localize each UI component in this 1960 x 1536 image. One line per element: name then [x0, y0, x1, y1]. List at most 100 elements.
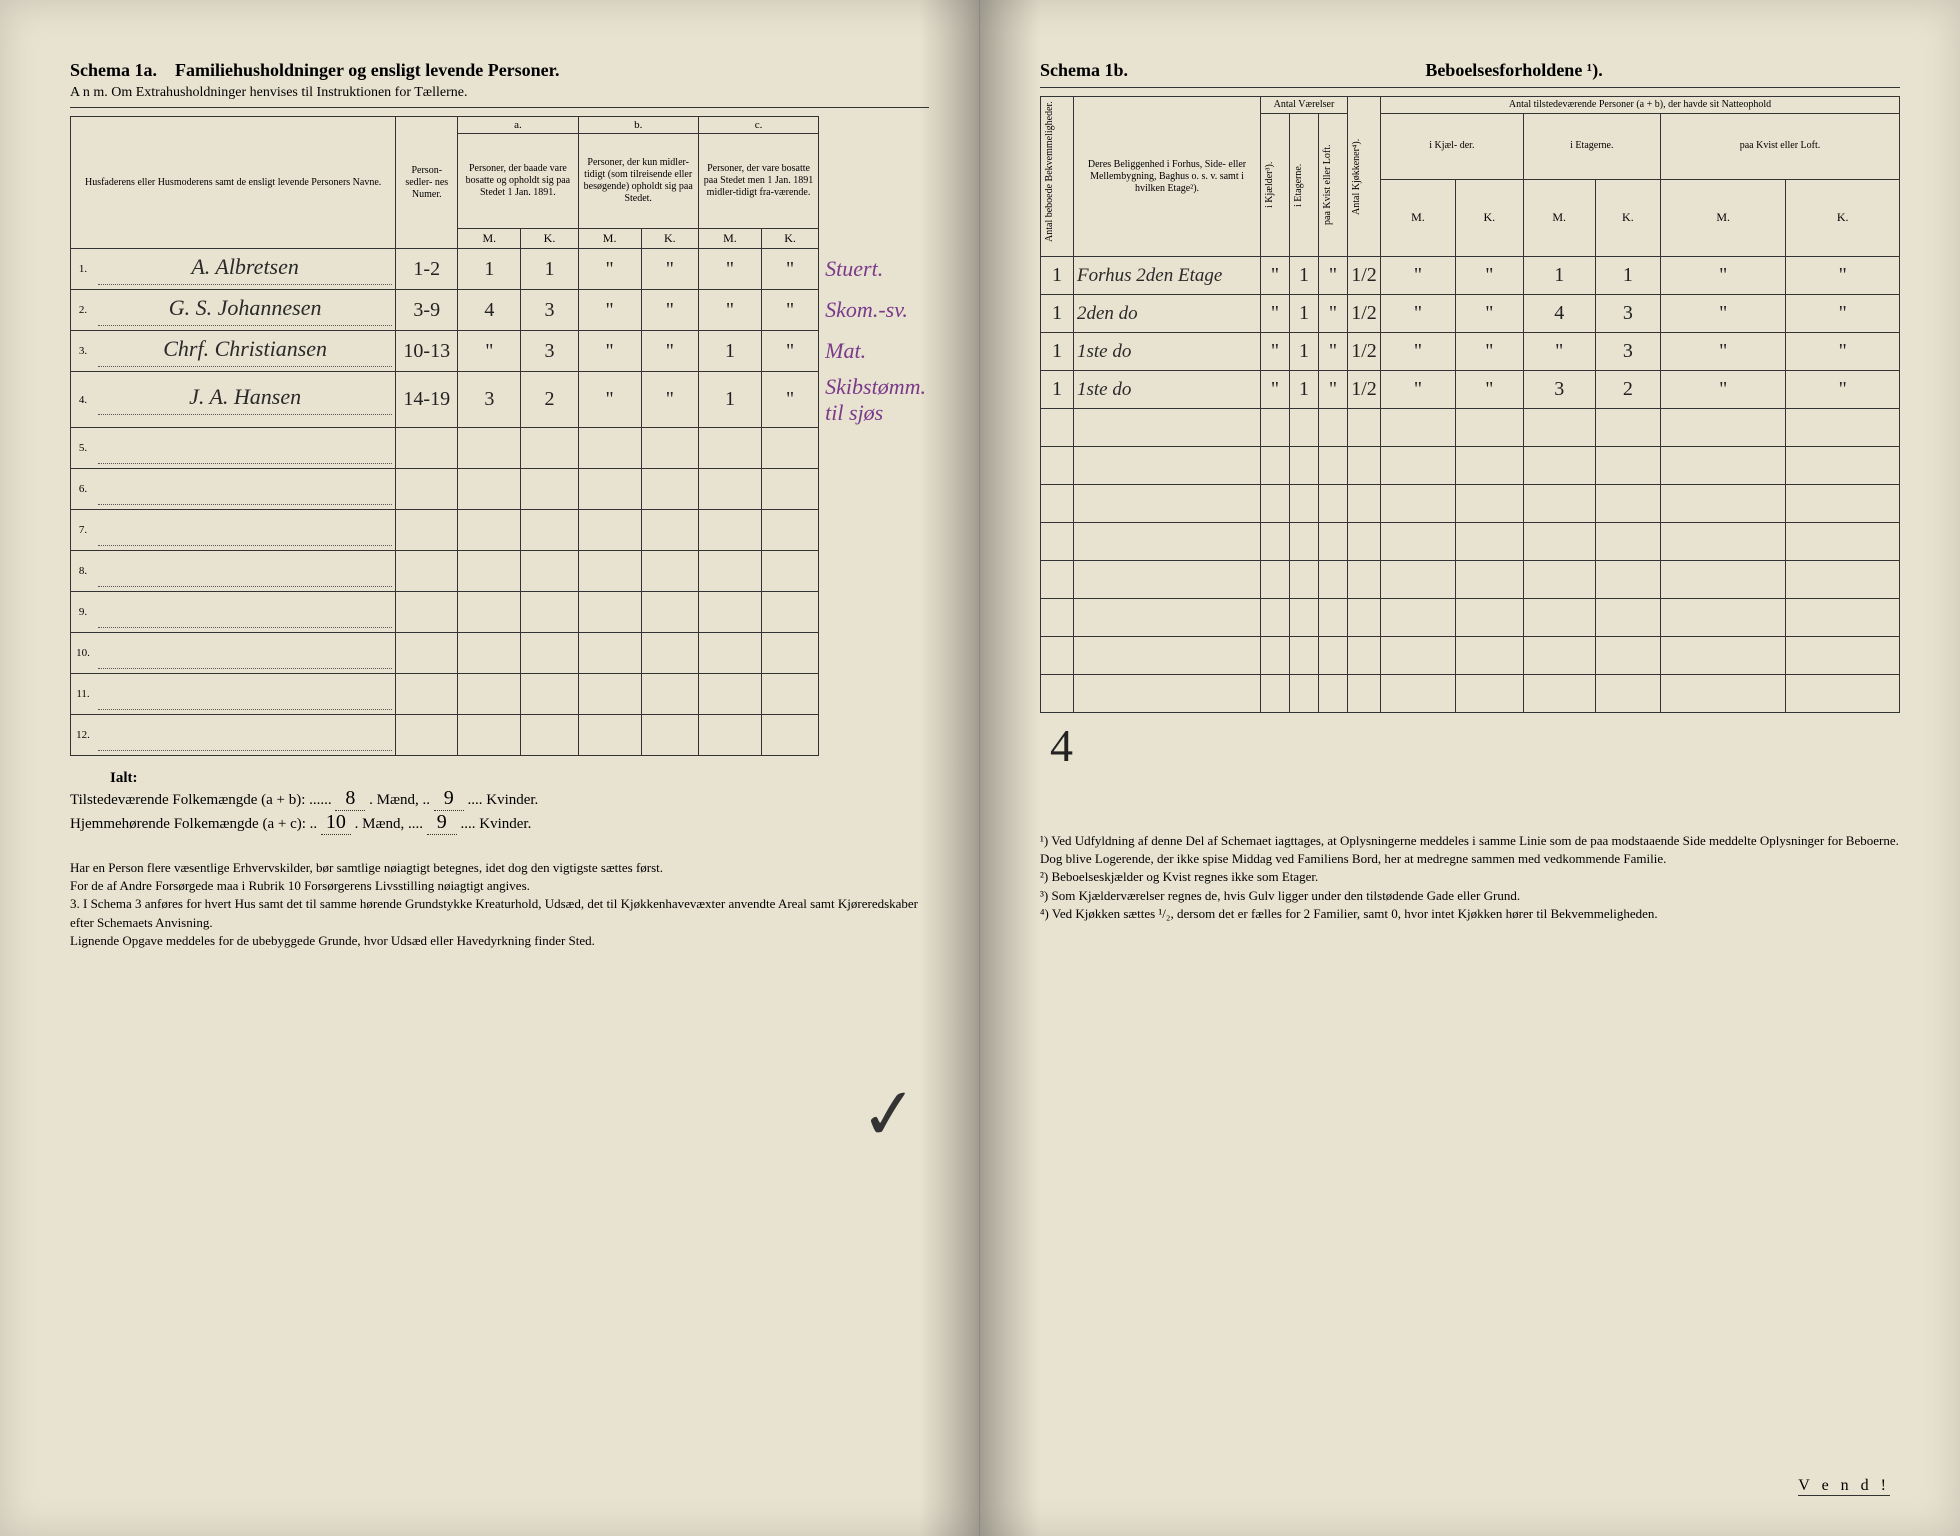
note	[819, 674, 929, 715]
numer	[396, 674, 458, 715]
col-person-numer: Person- sedler- nes Numer.	[396, 117, 458, 249]
rownum: 10.	[71, 633, 96, 674]
name-cell	[95, 551, 396, 592]
beligg	[1074, 523, 1261, 561]
table-row: 4. J. A. Hansen 14-19 3 2 " " 1 " Skibst…	[71, 372, 930, 428]
note	[819, 551, 929, 592]
beligg: 1ste do	[1074, 333, 1261, 371]
note	[819, 469, 929, 510]
totals-ab-k: 9	[434, 787, 464, 811]
rownum: 8.	[71, 551, 96, 592]
col-b-label: b.	[578, 117, 698, 134]
rownum: 9.	[71, 592, 96, 633]
name-cell	[95, 510, 396, 551]
col-c-K: K.	[762, 229, 819, 249]
beligg	[1074, 599, 1261, 637]
col-beliggenhed: Deres Beliggenhed i Forhus, Side- eller …	[1074, 97, 1261, 257]
table-row: 8.	[71, 551, 930, 592]
table-row: 11.	[71, 674, 930, 715]
table-row: 1 Forhus 2den Etage " 1 " 1/2 " " 1 1 " …	[1041, 257, 1900, 295]
rownum: 4.	[71, 372, 96, 428]
name-cell	[95, 428, 396, 469]
col-antal-vaer: Antal Værelser	[1261, 97, 1348, 114]
table-row: 5.	[71, 428, 930, 469]
note	[819, 510, 929, 551]
totals-block: Ialt: Tilstedeværende Folkemængde (a + b…	[70, 770, 929, 835]
col-antal-kjok: Antal Kjøkkener⁴).	[1351, 108, 1362, 246]
rownum: 1.	[71, 249, 96, 290]
col-a-K: K.	[521, 229, 578, 249]
note	[819, 592, 929, 633]
col-b-K: K.	[641, 229, 698, 249]
col-kjael: i Kjæl- der.	[1381, 114, 1524, 180]
numer	[396, 715, 458, 756]
numer	[396, 592, 458, 633]
col-a-label: a.	[458, 117, 578, 134]
schema-1b-title: Beboelsesforholdene ¹).	[1425, 60, 1602, 81]
numer: 14-19	[396, 372, 458, 428]
rownum: 12.	[71, 715, 96, 756]
numer	[396, 428, 458, 469]
table-row: 10.	[71, 633, 930, 674]
col-a-M: M.	[458, 229, 521, 249]
table-row: 6.	[71, 469, 930, 510]
table-row	[1041, 637, 1900, 675]
name-cell: Chrf. Christiansen	[95, 331, 396, 372]
col-names: Husfaderens eller Husmoderens samt de en…	[71, 117, 396, 249]
table-row: 1 1ste do " 1 " 1/2 " " " 3 " "	[1041, 333, 1900, 371]
table-row	[1041, 599, 1900, 637]
col-c-label: c.	[698, 117, 818, 134]
schema-1b-table: Antal beboede Bekvemmeligheder. Deres Be…	[1040, 96, 1900, 713]
rownum: 11.	[71, 674, 96, 715]
table-row: 1. A. Albretsen 1-2 1 1 " " " " Stuert.	[71, 249, 930, 290]
numer	[396, 510, 458, 551]
numer: 3-9	[396, 290, 458, 331]
schema-1a-title: Familiehusholdninger og ensligt levende …	[175, 60, 560, 80]
schema-1a-label: Schema 1a.	[70, 60, 157, 80]
rownum: 2.	[71, 290, 96, 331]
table-row	[1041, 675, 1900, 713]
schema-1b-label: Schema 1b.	[1040, 60, 1128, 81]
totals-ab-m: 8	[335, 787, 365, 811]
table-row: 9.	[71, 592, 930, 633]
col-paa-kvist-v: paa Kvist eller Loft.	[1322, 116, 1333, 254]
beligg	[1074, 675, 1261, 713]
left-footnotes: Har en Person flere væsentlige Erhvervsk…	[70, 859, 929, 950]
numer	[396, 469, 458, 510]
rownum: 6.	[71, 469, 96, 510]
table-row: 7.	[71, 510, 930, 551]
rownum: 3.	[71, 331, 96, 372]
beligg	[1074, 447, 1261, 485]
name-cell: J. A. Hansen	[95, 372, 396, 428]
note	[819, 715, 929, 756]
name-cell	[95, 715, 396, 756]
name-cell	[95, 633, 396, 674]
schema-1a-table: Husfaderens eller Husmoderens samt de en…	[70, 116, 929, 756]
col-b-text: Personer, der kun midler-tidigt (som til…	[578, 134, 698, 229]
table-row	[1041, 409, 1900, 447]
rownum: 7.	[71, 510, 96, 551]
note: Skibstømm. til sjøs	[819, 372, 929, 428]
col-c-M: M.	[698, 229, 761, 249]
vend-label: V e n d !	[1798, 1477, 1890, 1496]
beligg	[1074, 637, 1261, 675]
beligg	[1074, 485, 1261, 523]
document-spread: Schema 1a. Familiehusholdninger og ensli…	[0, 0, 1960, 1536]
checkmark-icon: ✓	[857, 1071, 923, 1159]
table-row: 1 2den do " 1 " 1/2 " " 4 3 " "	[1041, 295, 1900, 333]
rownum: 5.	[71, 428, 96, 469]
name-cell	[95, 592, 396, 633]
beligg: Forhus 2den Etage	[1074, 257, 1261, 295]
name-cell: A. Albretsen	[95, 249, 396, 290]
table-row: 12.	[71, 715, 930, 756]
totals-ac-k: 9	[427, 811, 457, 835]
col-c-text: Personer, der vare bosatte paa Stedet me…	[698, 134, 818, 229]
col-b-M: M.	[578, 229, 641, 249]
note: Stuert.	[819, 249, 929, 290]
left-page: Schema 1a. Familiehusholdninger og ensli…	[0, 0, 980, 1536]
table-row: 2. G. S. Johannesen 3-9 4 3 " " " " Skom…	[71, 290, 930, 331]
beligg	[1074, 409, 1261, 447]
name-cell	[95, 469, 396, 510]
col-antal-bekv: Antal beboede Bekvemmeligheder.	[1044, 108, 1055, 246]
numer	[396, 551, 458, 592]
